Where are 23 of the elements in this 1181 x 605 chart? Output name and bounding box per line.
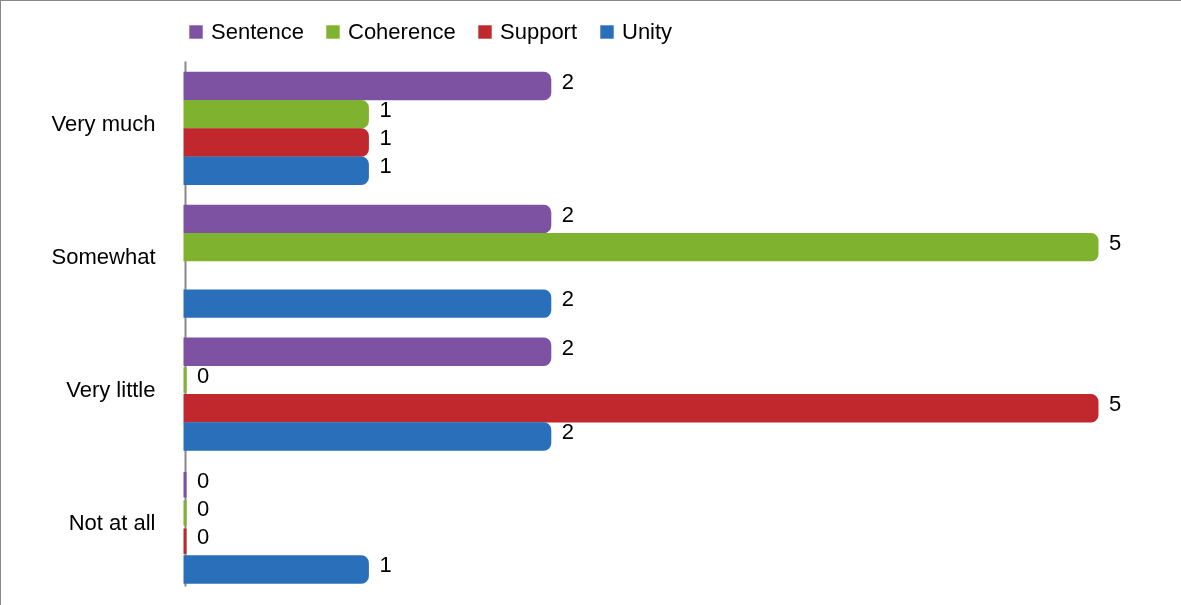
legend-label: Unity [622, 19, 673, 44]
data-label: 1 [379, 97, 392, 123]
legend-label: Support [500, 19, 578, 44]
data-label: 0 [197, 495, 210, 521]
data-label: 0 [197, 523, 210, 549]
data-label: 5 [1109, 229, 1122, 255]
legend-label: Coherence [348, 19, 456, 44]
data-label: 1 [379, 125, 392, 151]
data-label: 1 [379, 153, 392, 179]
data-label: 2 [561, 201, 575, 227]
data-label: 5 [1109, 391, 1122, 417]
data-label: 2 [561, 286, 575, 312]
data-label: 0 [197, 467, 210, 493]
y-tick-label: Very little [66, 376, 156, 402]
y-tick-label: Very much [51, 111, 156, 137]
data-label: 2 [561, 68, 575, 94]
data-label: 2 [561, 419, 575, 445]
data-label: 0 [197, 362, 210, 388]
data-label: 2 [561, 334, 575, 360]
y-tick-label: Somewhat [51, 244, 156, 270]
legend-label: Sentence [211, 19, 304, 44]
data-label: 1 [379, 552, 392, 578]
y-tick-label: Not at all [68, 509, 156, 535]
